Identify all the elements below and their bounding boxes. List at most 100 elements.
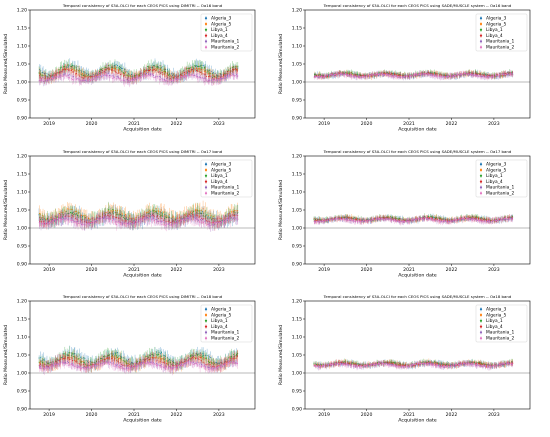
data-point [64,68,66,70]
data-point [220,79,222,81]
data-point [478,75,480,77]
data-point [196,70,198,72]
data-point [118,72,120,74]
data-point [175,77,177,79]
data-point [321,76,323,78]
y-axis-label: Ratio Measured/Simulated [278,34,284,94]
data-point [191,74,193,76]
data-point [207,76,210,78]
data-point [206,213,208,215]
data-point [402,76,404,78]
data-point [159,78,161,80]
data-point [67,215,69,217]
data-point [54,75,56,77]
data-point [122,67,124,70]
x-axis-label: Acquisition date [398,126,437,132]
data-point [181,76,183,78]
data-point [509,72,511,74]
data-point [381,73,383,75]
data-point [49,74,51,76]
data-point [183,75,185,78]
data-point [59,67,61,69]
data-point [235,75,238,77]
data-point [109,64,111,66]
data-point [184,76,186,78]
data-point [476,75,478,77]
data-point [47,79,49,81]
data-point [114,70,116,72]
data-point [193,210,195,212]
data-point [201,77,203,79]
y-tick-label: 1.00 [17,80,27,86]
data-point [212,215,214,217]
data-point [173,215,175,217]
data-point [474,74,476,76]
data-point [195,208,197,210]
data-point [482,75,484,77]
data-point [234,68,236,70]
data-point [148,75,150,77]
data-point [512,74,514,76]
data-point [397,75,399,77]
data-point [70,75,72,77]
data-point [63,217,65,219]
chart-title: Temporal consistency of S3A-OLCI for eac… [323,3,512,8]
data-point [61,75,63,77]
data-point [423,73,425,75]
data-point [72,64,74,66]
data-point [224,76,226,78]
data-point [200,71,202,73]
data-point [79,79,82,81]
data-point [66,207,68,210]
data-point [39,80,42,82]
x-axis-label: Acquisition date [123,126,162,132]
data-point [153,209,155,211]
data-point [421,73,423,75]
y-tick-label: 0.90 [17,116,27,122]
data-point [364,76,366,78]
data-point [163,210,165,213]
data-point [101,73,103,75]
legend: Algeria_3Algeria_5Libya_1Libya_4Mauritan… [475,13,528,52]
data-point [97,75,99,77]
data-point [414,73,416,75]
data-point [110,66,112,68]
data-point [326,74,329,76]
data-point [389,75,391,77]
data-point [71,212,73,214]
data-point [194,75,196,77]
data-point [176,79,179,81]
data-point [118,217,120,219]
data-point [319,76,321,78]
data-point [188,67,190,70]
data-point [135,77,138,79]
data-point [144,71,146,73]
data-point [73,67,75,69]
data-point [504,73,507,75]
data-point [440,76,442,78]
data-point [112,208,114,210]
data-point [352,76,354,78]
data-point [48,79,50,81]
data-point [69,218,71,220]
data-point [74,67,76,69]
data-point [173,77,175,79]
data-point [71,68,73,71]
data-point [112,78,114,80]
data-point [202,67,204,69]
data-point [158,213,160,215]
legend: Algeria_3Algeria_5Libya_1Libya_4Mauritan… [200,13,253,52]
data-point [510,73,512,75]
data-point [236,70,238,72]
data-point [353,75,355,77]
data-point [330,73,332,75]
data-point [130,80,132,82]
data-point [168,213,170,215]
data-point [189,213,191,215]
data-point [360,77,362,79]
data-point [59,74,61,77]
data-point [171,79,173,81]
data-point [85,76,87,78]
data-point [169,78,171,80]
data-point [183,70,185,72]
